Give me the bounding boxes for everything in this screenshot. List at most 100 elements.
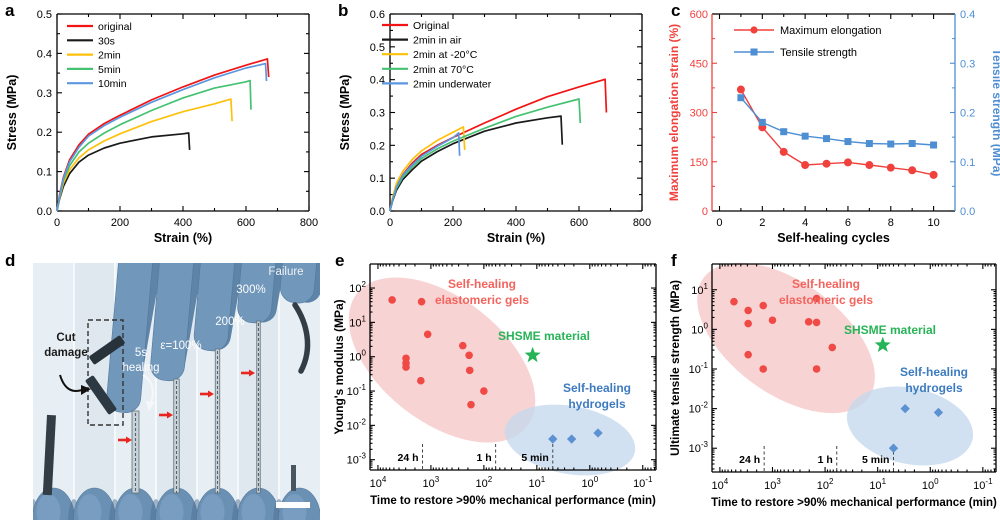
svg-text:24 h: 24 h xyxy=(398,452,419,464)
panel-f-plot: 104 103 102 101 100 10-1 101 100 10-1 10-2 10-3 24 … xyxy=(666,250,1000,529)
svg-text:102: 102 xyxy=(817,477,834,492)
svg-text:6: 6 xyxy=(845,217,851,229)
svg-text:100: 100 xyxy=(691,321,708,336)
panel-a-plot: 0 200 400 600 800 0.0 0.1 0.2 0.3 0.4 0.5 original 3… xyxy=(0,0,333,250)
svg-text:Tensile strength: Tensile strength xyxy=(780,47,857,59)
svg-text:2min at -20°C: 2min at -20°C xyxy=(413,49,478,61)
svg-text:elastomeric gels: elastomeric gels xyxy=(779,293,873,307)
svg-text:600: 600 xyxy=(690,9,708,21)
panel-c-plot: 0 2 4 6 8 10 0 150 300 450 600 0.0 0.1 0.2 0.3 0.4 Maxim… xyxy=(666,0,1000,250)
svg-text:0.4: 0.4 xyxy=(37,48,52,60)
svg-text:10-2: 10-2 xyxy=(347,417,367,432)
svg-text:Stress (MPa): Stress (MPa) xyxy=(5,75,19,151)
svg-text:2: 2 xyxy=(759,217,765,229)
svg-text:0: 0 xyxy=(54,217,60,229)
svg-text:10-1: 10-1 xyxy=(689,361,709,376)
svg-text:10min: 10min xyxy=(98,78,127,90)
svg-text:Original: Original xyxy=(413,20,449,32)
svg-text:0: 0 xyxy=(716,217,722,229)
svg-text:150: 150 xyxy=(690,157,708,169)
svg-text:0.2: 0.2 xyxy=(960,108,975,120)
svg-text:ε=100%: ε=100% xyxy=(160,340,201,352)
svg-text:0.3: 0.3 xyxy=(37,88,52,100)
panel-f-letter: f xyxy=(671,251,677,270)
svg-text:200%: 200% xyxy=(215,316,244,328)
svg-text:5min: 5min xyxy=(98,64,121,76)
svg-text:10-2: 10-2 xyxy=(689,401,709,416)
svg-text:200: 200 xyxy=(111,217,129,229)
svg-text:Self-healing: Self-healing xyxy=(448,277,516,291)
svg-text:102: 102 xyxy=(476,475,493,490)
svg-text:450: 450 xyxy=(690,58,708,70)
svg-text:2min in air: 2min in air xyxy=(413,35,462,47)
svg-text:10-1: 10-1 xyxy=(633,475,653,490)
svg-text:Self-healing: Self-healing xyxy=(563,381,631,395)
svg-text:Maximum elongation strain (%): Maximum elongation strain (%) xyxy=(667,24,681,201)
svg-text:600: 600 xyxy=(570,217,588,229)
svg-text:0.3: 0.3 xyxy=(960,58,975,70)
svg-text:0.2: 0.2 xyxy=(370,140,385,152)
svg-text:Maximum elongation: Maximum elongation xyxy=(780,25,882,37)
svg-text:Self-healing: Self-healing xyxy=(900,365,968,379)
svg-text:SHSME material: SHSME material xyxy=(498,329,590,343)
panel-c-letter: c xyxy=(671,1,681,20)
panel-a-letter: a xyxy=(5,1,15,20)
svg-text:8: 8 xyxy=(888,217,894,229)
svg-text:10-3: 10-3 xyxy=(347,452,367,467)
svg-text:0.1: 0.1 xyxy=(37,167,52,179)
svg-text:800: 800 xyxy=(300,217,318,229)
svg-text:0.1: 0.1 xyxy=(370,173,385,185)
svg-text:0.6: 0.6 xyxy=(370,9,385,21)
svg-text:400: 400 xyxy=(507,217,525,229)
svg-text:0.5: 0.5 xyxy=(37,9,52,21)
svg-text:103: 103 xyxy=(764,477,781,492)
panel-a: a 0 200 400 600 800 0.0 0.1 0.2 0.3 0.4 0.5 origina… xyxy=(0,0,333,250)
svg-text:10-1: 10-1 xyxy=(347,383,367,398)
svg-text:0.4: 0.4 xyxy=(960,9,975,21)
svg-text:0.4: 0.4 xyxy=(370,75,385,87)
svg-text:2min: 2min xyxy=(98,50,121,62)
svg-text:200: 200 xyxy=(444,217,462,229)
svg-text:5s: 5s xyxy=(135,347,147,359)
svg-text:Stress (MPa): Stress (MPa) xyxy=(338,75,352,151)
svg-text:Strain (%): Strain (%) xyxy=(487,231,545,245)
svg-text:elastomeric gels: elastomeric gels xyxy=(435,293,529,307)
svg-text:5 min: 5 min xyxy=(862,454,889,466)
svg-text:0.2: 0.2 xyxy=(37,127,52,139)
svg-text:10-3: 10-3 xyxy=(689,440,709,455)
svg-text:300%: 300% xyxy=(236,284,265,296)
svg-text:Self-healing cycles: Self-healing cycles xyxy=(777,231,890,245)
panel-e-letter: e xyxy=(335,251,345,270)
panel-d-photo: Cut damage 5s healing ε=100% 200% 300% Failure xyxy=(0,250,330,529)
panel-b-letter: b xyxy=(338,1,349,20)
svg-text:104: 104 xyxy=(370,475,387,490)
svg-text:0.0: 0.0 xyxy=(370,206,385,218)
svg-text:2min at 70°C: 2min at 70°C xyxy=(413,64,474,76)
panel-d-letter: d xyxy=(5,251,16,270)
svg-text:Ultimate tensile strength (MPa: Ultimate tensile strength (MPa) xyxy=(668,280,682,456)
svg-text:Cut: Cut xyxy=(56,332,75,344)
svg-text:hydrogels: hydrogels xyxy=(905,381,963,395)
svg-text:5 min: 5 min xyxy=(521,452,548,464)
svg-text:0.5: 0.5 xyxy=(370,42,385,54)
svg-text:0: 0 xyxy=(702,206,708,218)
svg-text:10-1: 10-1 xyxy=(973,477,993,492)
svg-text:100: 100 xyxy=(922,477,939,492)
svg-text:400: 400 xyxy=(174,217,192,229)
panel-c: c 0 2 4 6 8 10 0 150 300 450 600 0.0 0.1 0.2 0.3 0.4 Max… xyxy=(666,0,1000,250)
svg-text:Failure: Failure xyxy=(268,266,303,278)
svg-text:healing: healing xyxy=(122,362,159,374)
svg-text:100: 100 xyxy=(581,475,598,490)
svg-text:original: original xyxy=(98,21,132,33)
svg-text:800: 800 xyxy=(633,217,651,229)
svg-text:0.0: 0.0 xyxy=(37,206,52,218)
svg-text:300: 300 xyxy=(690,108,708,120)
svg-text:damage: damage xyxy=(44,347,87,359)
svg-text:Time to restore >90% mechanica: Time to restore >90% mechanical performa… xyxy=(711,497,997,509)
svg-text:0.3: 0.3 xyxy=(370,108,385,120)
svg-text:Young's modulus (MPa): Young's modulus (MPa) xyxy=(332,299,346,434)
panel-e-plot: 104 103 102 101 100 10-1 102 101 100 10-1 10-2 10-3… xyxy=(330,250,666,529)
svg-text:0: 0 xyxy=(387,217,393,229)
svg-text:2min underwater: 2min underwater xyxy=(413,78,492,90)
